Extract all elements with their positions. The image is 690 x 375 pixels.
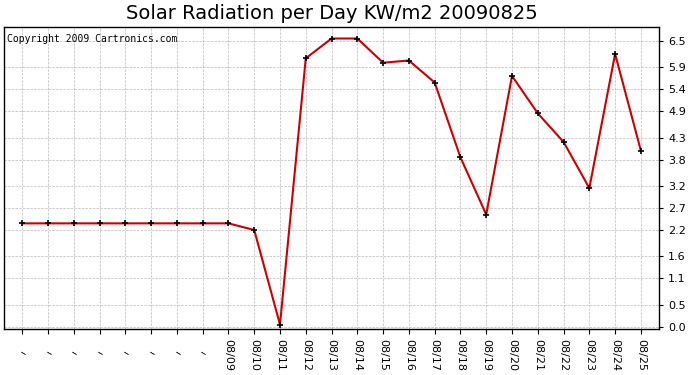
- Text: –: –: [94, 346, 106, 360]
- Text: –: –: [197, 346, 208, 360]
- Text: –: –: [145, 346, 157, 360]
- Title: Solar Radiation per Day KW/m2 20090825: Solar Radiation per Day KW/m2 20090825: [126, 4, 538, 23]
- Text: –: –: [68, 346, 80, 360]
- Text: –: –: [119, 346, 131, 360]
- Text: –: –: [17, 346, 28, 360]
- Text: Copyright 2009 Cartronics.com: Copyright 2009 Cartronics.com: [8, 33, 178, 44]
- Text: –: –: [171, 346, 183, 360]
- Text: –: –: [42, 346, 54, 360]
